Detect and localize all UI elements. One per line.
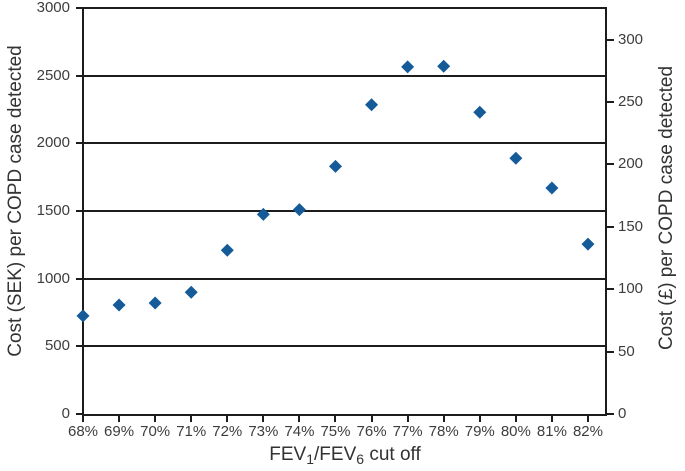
right-axis-tick — [607, 163, 614, 166]
x-axis-tick-label: 74% — [284, 423, 315, 440]
x-axis-tick-label: 68% — [67, 423, 99, 440]
right-axis-tick — [607, 38, 614, 41]
x-title-subscript-6: 6 — [356, 451, 365, 467]
right-axis-tick-label: 250 — [618, 93, 644, 111]
left-axis-tick-label: 1500 — [36, 202, 70, 219]
right-axis-tick-label: 150 — [618, 217, 644, 235]
left-axis-tick-label: 0 — [61, 405, 70, 422]
x-axis-tick — [334, 416, 337, 422]
left-axis-tick — [76, 210, 83, 212]
left-axis-tick — [76, 345, 83, 348]
right-axis-tick-label: 200 — [618, 155, 644, 173]
x-axis-tick-label: 81% — [536, 423, 567, 440]
x-axis-tick — [370, 416, 373, 422]
gridline-2500 — [83, 74, 605, 77]
right-axis-tick-label: 50 — [618, 342, 635, 360]
x-axis-tick — [514, 416, 517, 422]
x-axis-tick — [226, 416, 229, 422]
right-axis-tick-label: 300 — [618, 30, 644, 48]
gridline-1500 — [83, 210, 605, 212]
left-axis-tick — [76, 277, 83, 280]
right-axis-tick — [607, 288, 614, 291]
right-axis-tick — [607, 101, 614, 104]
x-axis-tick-label: 76% — [356, 423, 387, 440]
gridline-2000 — [83, 142, 605, 145]
x-axis-tick — [442, 416, 445, 422]
x-axis-title: FEV1/FEV6 cut off — [195, 442, 495, 468]
right-axis-tick — [607, 225, 614, 228]
x-axis-tick — [82, 416, 84, 422]
x-axis-tick — [298, 416, 301, 422]
x-axis-tick — [154, 416, 157, 422]
right-y-axis-title: Cost (£) per COPD case detected — [656, 65, 677, 351]
x-axis-tick — [406, 416, 409, 422]
right-axis-tick — [607, 413, 614, 415]
x-axis-tick-label: 70% — [140, 423, 171, 440]
left-axis-tick — [76, 74, 83, 77]
x-title-part: /FEV — [314, 444, 357, 465]
left-axis-tick-label: 1000 — [36, 269, 70, 287]
left-axis-tick-label: 2500 — [36, 66, 70, 84]
left-axis-tick-label: 3000 — [36, 0, 70, 16]
x-axis-tick-label: 69% — [104, 423, 135, 440]
left-axis-tick-label: 500 — [44, 337, 70, 355]
right-axis-tick-label: 100 — [618, 280, 644, 298]
x-axis-tick-label: 71% — [176, 423, 207, 440]
x-axis-tick-label: 78% — [428, 423, 459, 440]
x-axis-tick-label: 73% — [248, 423, 279, 440]
x-axis-tick — [550, 416, 553, 422]
x-title-part: cut off — [364, 444, 421, 465]
x-axis-tick — [478, 416, 481, 422]
x-axis-tick — [262, 416, 265, 422]
x-axis-tick-label: 79% — [464, 423, 495, 440]
left-axis-tick-label: 2000 — [36, 134, 70, 152]
gridline-1000 — [83, 277, 605, 280]
x-axis-tick — [190, 416, 193, 422]
x-axis-tick-label: 72% — [212, 423, 243, 440]
x-axis-tick-label: 82% — [572, 423, 603, 440]
right-axis-tick — [607, 350, 614, 353]
left-axis-tick — [76, 7, 83, 9]
x-axis-tick — [118, 416, 121, 422]
x-title-subscript-1: 1 — [306, 451, 315, 467]
x-axis-tick-label: 77% — [392, 423, 423, 440]
x-axis-tick — [586, 416, 589, 422]
x-title-part: FEV — [269, 444, 307, 465]
gridline-500 — [83, 345, 605, 348]
x-axis-tick-label: 80% — [500, 423, 531, 440]
left-axis-tick — [76, 413, 83, 415]
x-axis-tick-label: 75% — [320, 423, 351, 440]
right-axis-tick-label: 0 — [618, 405, 627, 422]
left-axis-tick — [76, 142, 83, 145]
